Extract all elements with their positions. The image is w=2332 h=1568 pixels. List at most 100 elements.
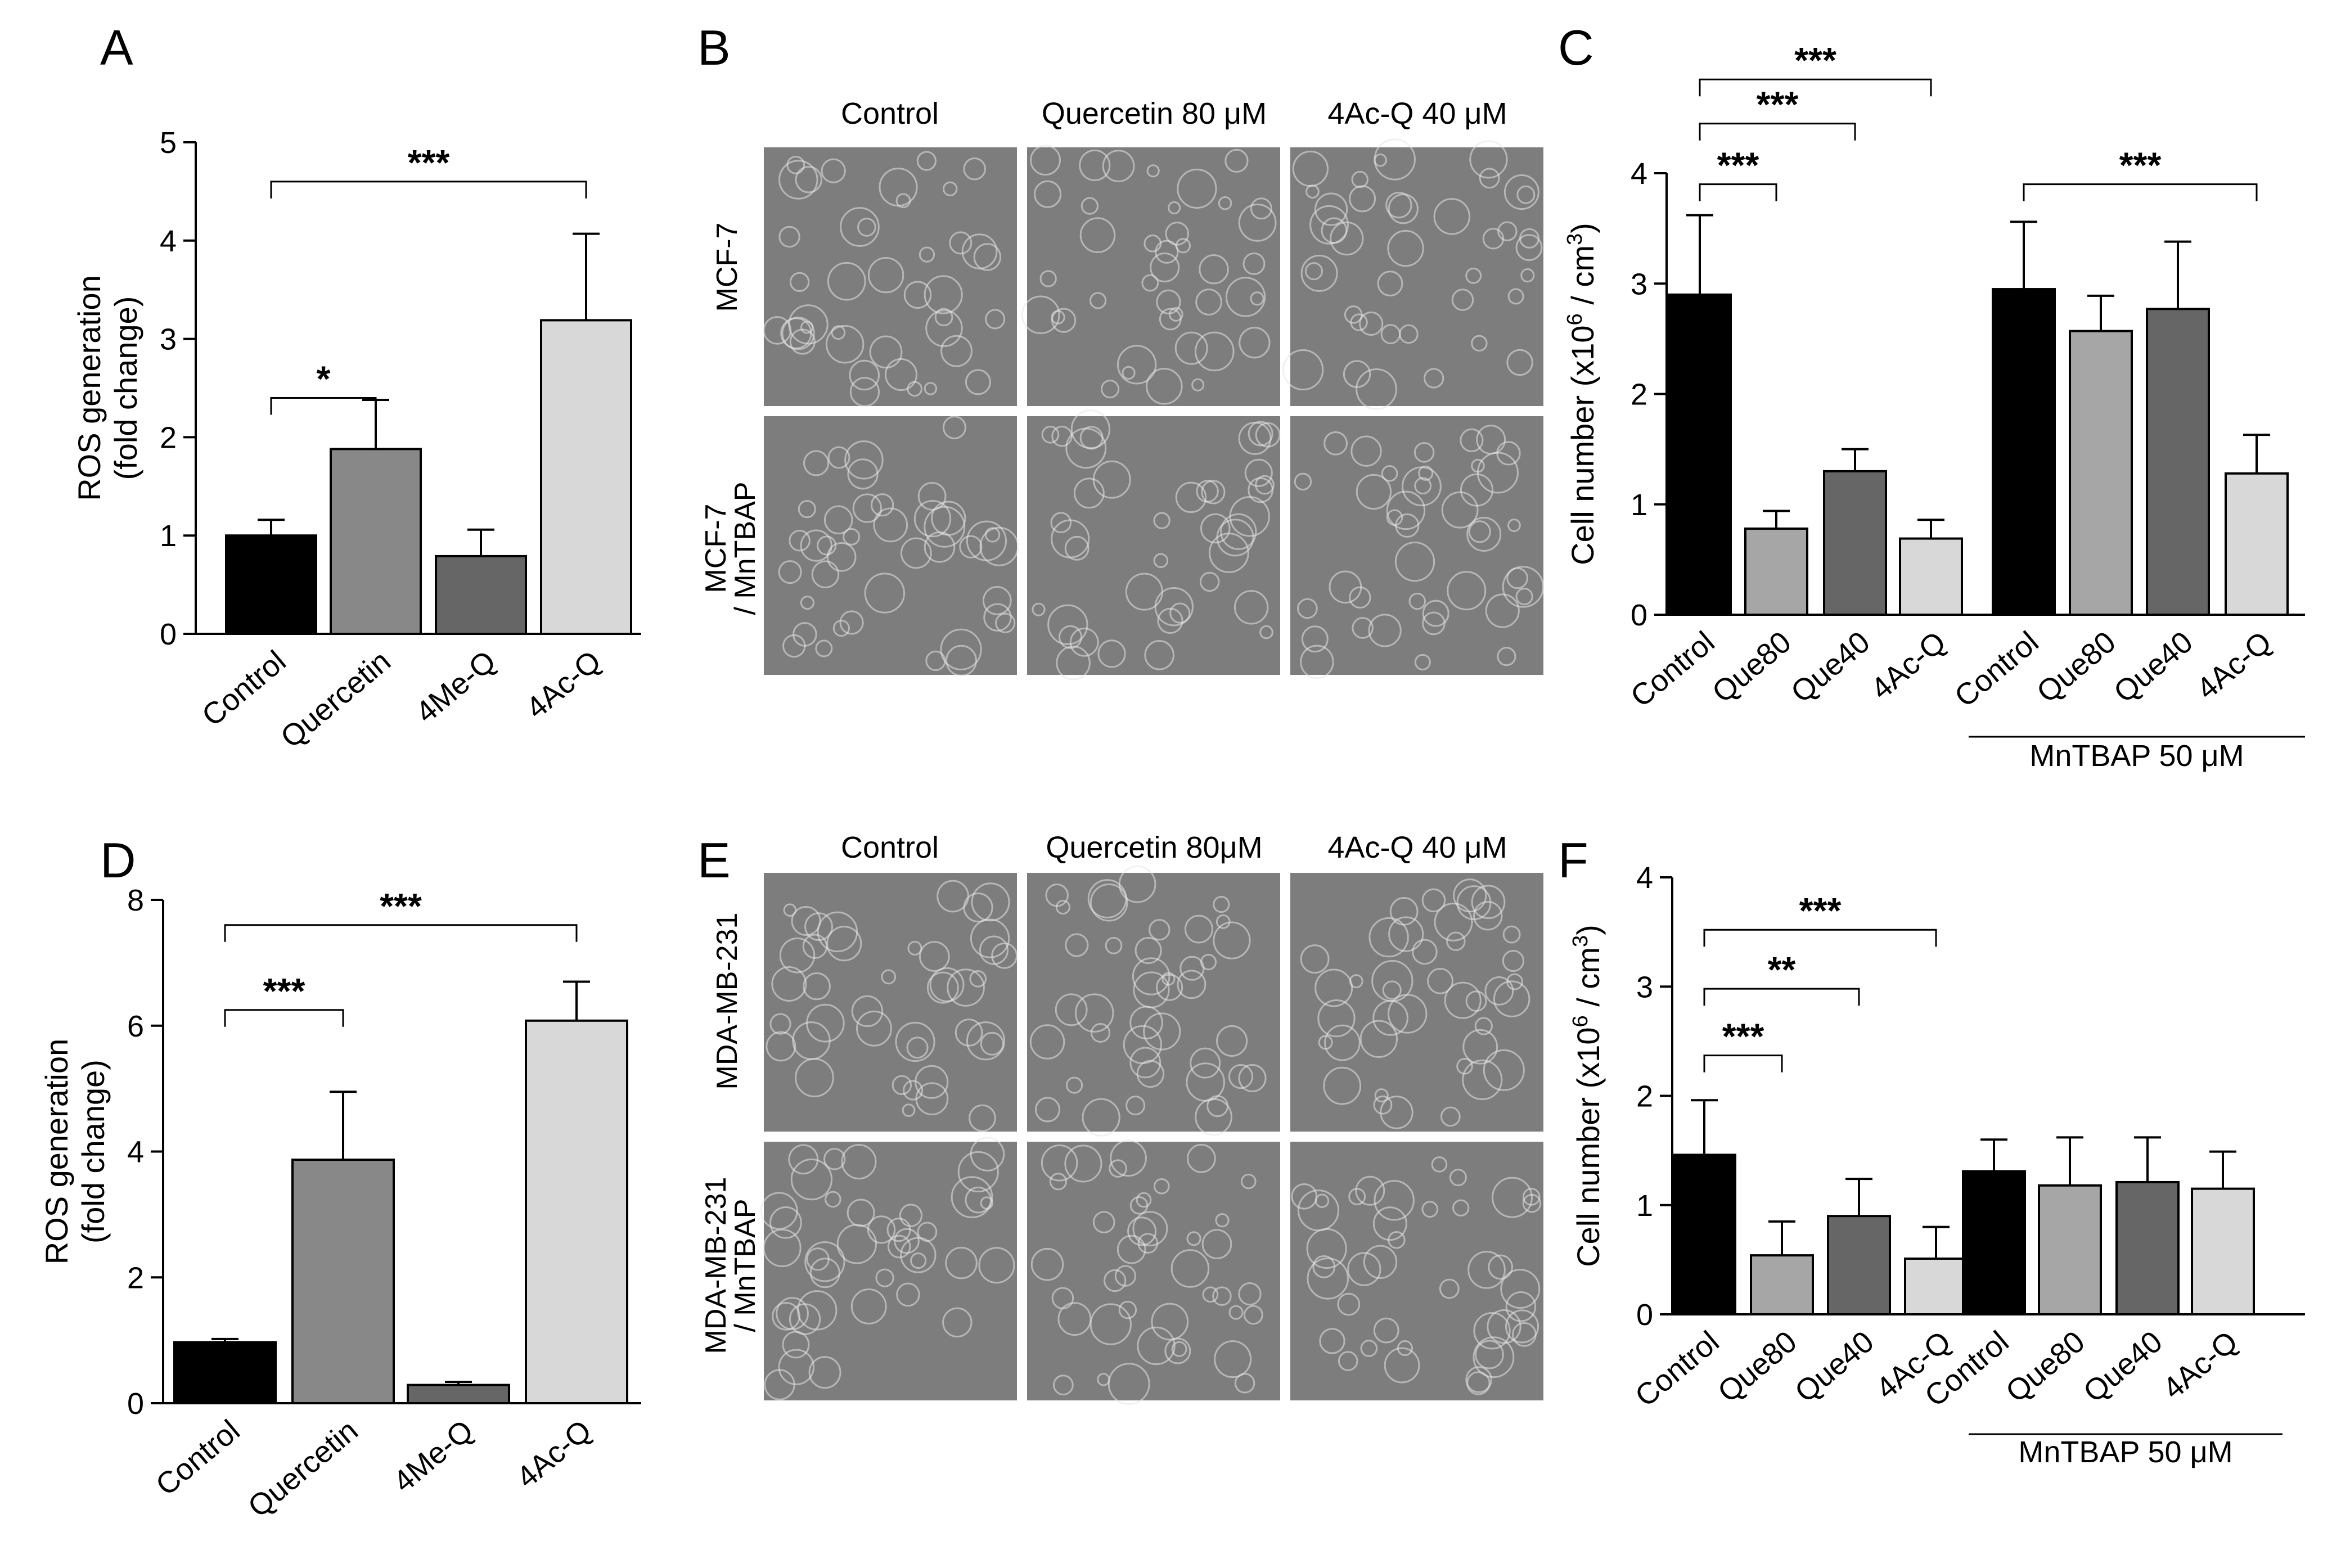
cell-outline xyxy=(1199,571,1220,592)
cell-outline xyxy=(1488,1254,1513,1280)
cell-outline xyxy=(808,1356,841,1389)
cell-outline xyxy=(1146,368,1183,405)
cell-outline xyxy=(1129,1006,1163,1040)
cell-outline xyxy=(1074,993,1114,1033)
cell-outline xyxy=(1451,289,1474,311)
y-tick-label: 4 xyxy=(1636,861,1653,895)
panel-e-row-label-mda-mntbap-1: MDA-MB-231 xyxy=(700,1177,732,1354)
cell-outline xyxy=(823,505,853,535)
cell-outline xyxy=(790,1158,833,1201)
cell-outline xyxy=(1149,918,1170,941)
x-tick-label: 4Ac-Q xyxy=(520,644,607,725)
cell-outline xyxy=(1171,1341,1187,1357)
cell-outline xyxy=(1466,1371,1491,1395)
cell-outline xyxy=(1505,1291,1537,1322)
micrograph-texture xyxy=(1300,878,1530,1129)
cell-outline xyxy=(1214,1340,1252,1378)
cell-outline xyxy=(1164,1337,1191,1364)
cell-outline xyxy=(1090,1303,1132,1345)
cell-outline xyxy=(852,493,883,523)
cell-outline xyxy=(857,218,876,237)
cell-outline xyxy=(1065,933,1089,957)
micrograph-grid-e: Control Quercetin 80μM 4Ac-Q 40 μM MDA-M… xyxy=(700,831,1543,1405)
cell-outline xyxy=(1097,1373,1110,1386)
panel-letter-e: E xyxy=(697,832,731,888)
cell-outline xyxy=(1186,1143,1216,1173)
cell-outline xyxy=(1122,366,1136,380)
cell-outline xyxy=(1294,472,1312,491)
cell-outline xyxy=(1110,1139,1147,1177)
cell-outline xyxy=(1156,289,1181,314)
cell-outline xyxy=(873,507,908,543)
cell-outline xyxy=(771,966,807,1002)
cell-outline xyxy=(1064,535,1090,561)
micrograph-texture xyxy=(1282,138,1543,410)
bar xyxy=(2069,330,2133,616)
cell-outline xyxy=(821,158,846,183)
cell-outline xyxy=(1468,520,1491,543)
y-tick-label: 4 xyxy=(1631,157,1647,191)
cell-outline xyxy=(884,358,917,391)
cell-outline xyxy=(778,160,818,200)
micrograph-texture xyxy=(766,880,1018,1132)
cell-outline xyxy=(1374,154,1387,167)
cell-outline xyxy=(1199,254,1229,285)
cell-outline xyxy=(1175,481,1207,513)
cell-outline xyxy=(1500,1269,1541,1309)
cell-outline xyxy=(1153,512,1170,529)
cell-outline xyxy=(1105,937,1123,954)
cell-outline xyxy=(1157,607,1183,634)
cell-outline xyxy=(1244,1305,1263,1325)
cell-outline xyxy=(931,501,966,536)
cell-outline xyxy=(1471,458,1485,473)
cell-outline xyxy=(1506,567,1528,589)
cell-outline xyxy=(1439,1278,1460,1299)
panel-b-row-label-mcf7-mntbap-1: MCF-7 xyxy=(700,504,732,593)
cell-outline xyxy=(1195,1098,1232,1136)
cell-outline xyxy=(1127,1216,1157,1246)
cell-outline xyxy=(1307,1258,1349,1300)
micrograph-texture xyxy=(760,1137,1015,1400)
cell-outline xyxy=(1338,1351,1358,1371)
cell-outline xyxy=(940,335,973,367)
cell-outline xyxy=(1474,1340,1504,1369)
cell-outline xyxy=(817,535,837,556)
cell-outline xyxy=(1355,1175,1385,1206)
bar xyxy=(2225,472,2289,616)
cell-outline xyxy=(760,1192,798,1230)
cell-outline xyxy=(1300,645,1334,679)
cell-outline xyxy=(903,281,932,309)
cell-outline xyxy=(1195,289,1222,316)
cell-outline xyxy=(1212,1286,1232,1306)
cell-outline xyxy=(1368,614,1402,647)
cell-outline xyxy=(1151,1303,1189,1341)
cell-outline xyxy=(766,1031,796,1062)
cell-outline xyxy=(970,918,1010,958)
cell-outline xyxy=(1200,954,1217,971)
cell-outline xyxy=(1234,1373,1255,1394)
significance-label: *** xyxy=(2119,145,2162,186)
cell-outline xyxy=(1041,426,1060,444)
cell-outline xyxy=(1337,1292,1361,1316)
x-tick-label: Control xyxy=(1629,1324,1726,1413)
cell-outline xyxy=(826,926,862,962)
cell-outline xyxy=(1323,431,1348,456)
bar xyxy=(2038,1184,2102,1315)
cell-outline xyxy=(969,1104,996,1132)
group-label: MnTBAP 50 μM xyxy=(2029,739,2244,773)
cell-outline xyxy=(1471,885,1506,920)
significance-bracket xyxy=(1699,78,1932,97)
x-tick-label: 4Me-Q xyxy=(387,1413,480,1499)
x-tick-label: Que80 xyxy=(1706,625,1798,709)
cell-outline xyxy=(789,529,811,552)
cell-outline xyxy=(1059,625,1083,649)
significance-bracket xyxy=(1699,183,1777,201)
y-tick-label: 1 xyxy=(1636,1189,1653,1223)
y-tick-label: 2 xyxy=(1631,378,1647,412)
micrograph-texture xyxy=(1032,409,1281,681)
cell-outline xyxy=(1381,465,1398,482)
micrograph-texture xyxy=(763,151,1006,407)
panel-e-row-label-mda: MDA-MB-231 xyxy=(711,913,744,1090)
cell-outline xyxy=(966,1021,1006,1061)
